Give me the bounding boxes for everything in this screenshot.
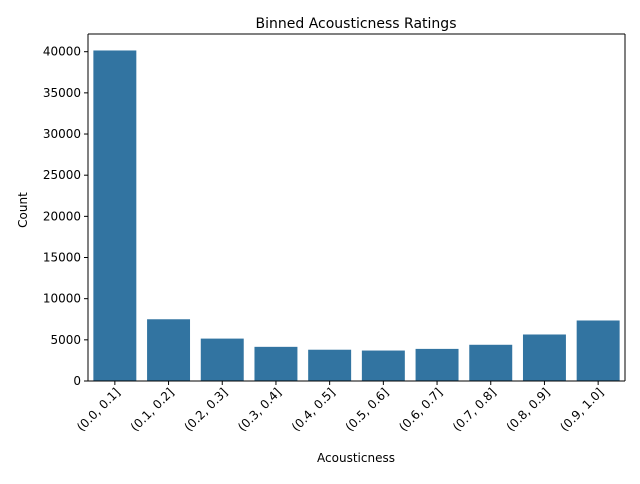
y-tick-label-2: 10000 (43, 292, 81, 306)
bars-group (93, 50, 620, 381)
y-tick-label-0: 0 (73, 374, 81, 388)
x-tick-label-2: (0.2, 0.3] (181, 385, 230, 434)
y-tick-label-3: 15000 (43, 251, 81, 265)
y-tick-label-5: 25000 (43, 168, 81, 182)
y-axis-label: Count (16, 192, 30, 228)
x-tick-label-8: (0.8, 0.9] (504, 385, 553, 434)
bar-1 (147, 319, 191, 381)
x-axis: (0.0, 0.1] (0.1, 0.2] (0.2, 0.3] (0.3, 0.4]… (74, 380, 625, 434)
bar-5 (361, 350, 405, 381)
x-tick-label-4: (0.4, 0.5] (289, 385, 338, 434)
bar-0 (93, 50, 137, 381)
y-axis: 0 5000 10000 15000 20000 25000 30000 35000 40000 (43, 34, 89, 388)
bar-3 (254, 346, 298, 381)
bar-9 (576, 320, 620, 381)
bar-2 (200, 338, 244, 381)
y-tick-label-4: 20000 (43, 209, 81, 223)
y-tick-label-1: 5000 (50, 333, 81, 347)
bar-7 (469, 344, 513, 381)
bar-8 (522, 334, 566, 381)
x-tick-label-3: (0.3, 0.4] (235, 385, 284, 434)
y-tick-label-7: 35000 (43, 86, 81, 100)
bar-6 (415, 348, 459, 381)
x-tick-label-0: (0.0, 0.1] (74, 385, 123, 434)
y-tick-label-8: 40000 (43, 45, 81, 59)
x-tick-label-6: (0.6, 0.7] (396, 385, 445, 434)
y-tick-label-6: 30000 (43, 127, 81, 141)
x-tick-label-7: (0.7, 0.8] (450, 385, 499, 434)
x-tick-label-5: (0.5, 0.6] (343, 385, 392, 434)
bar-4 (308, 349, 352, 381)
chart-title: Binned Acousticness Ratings (256, 16, 457, 32)
x-axis-label: Acousticness (317, 451, 395, 465)
x-tick-label-1: (0.1, 0.2] (128, 385, 177, 434)
x-tick-label-9: (0.9, 1.0] (557, 385, 606, 434)
